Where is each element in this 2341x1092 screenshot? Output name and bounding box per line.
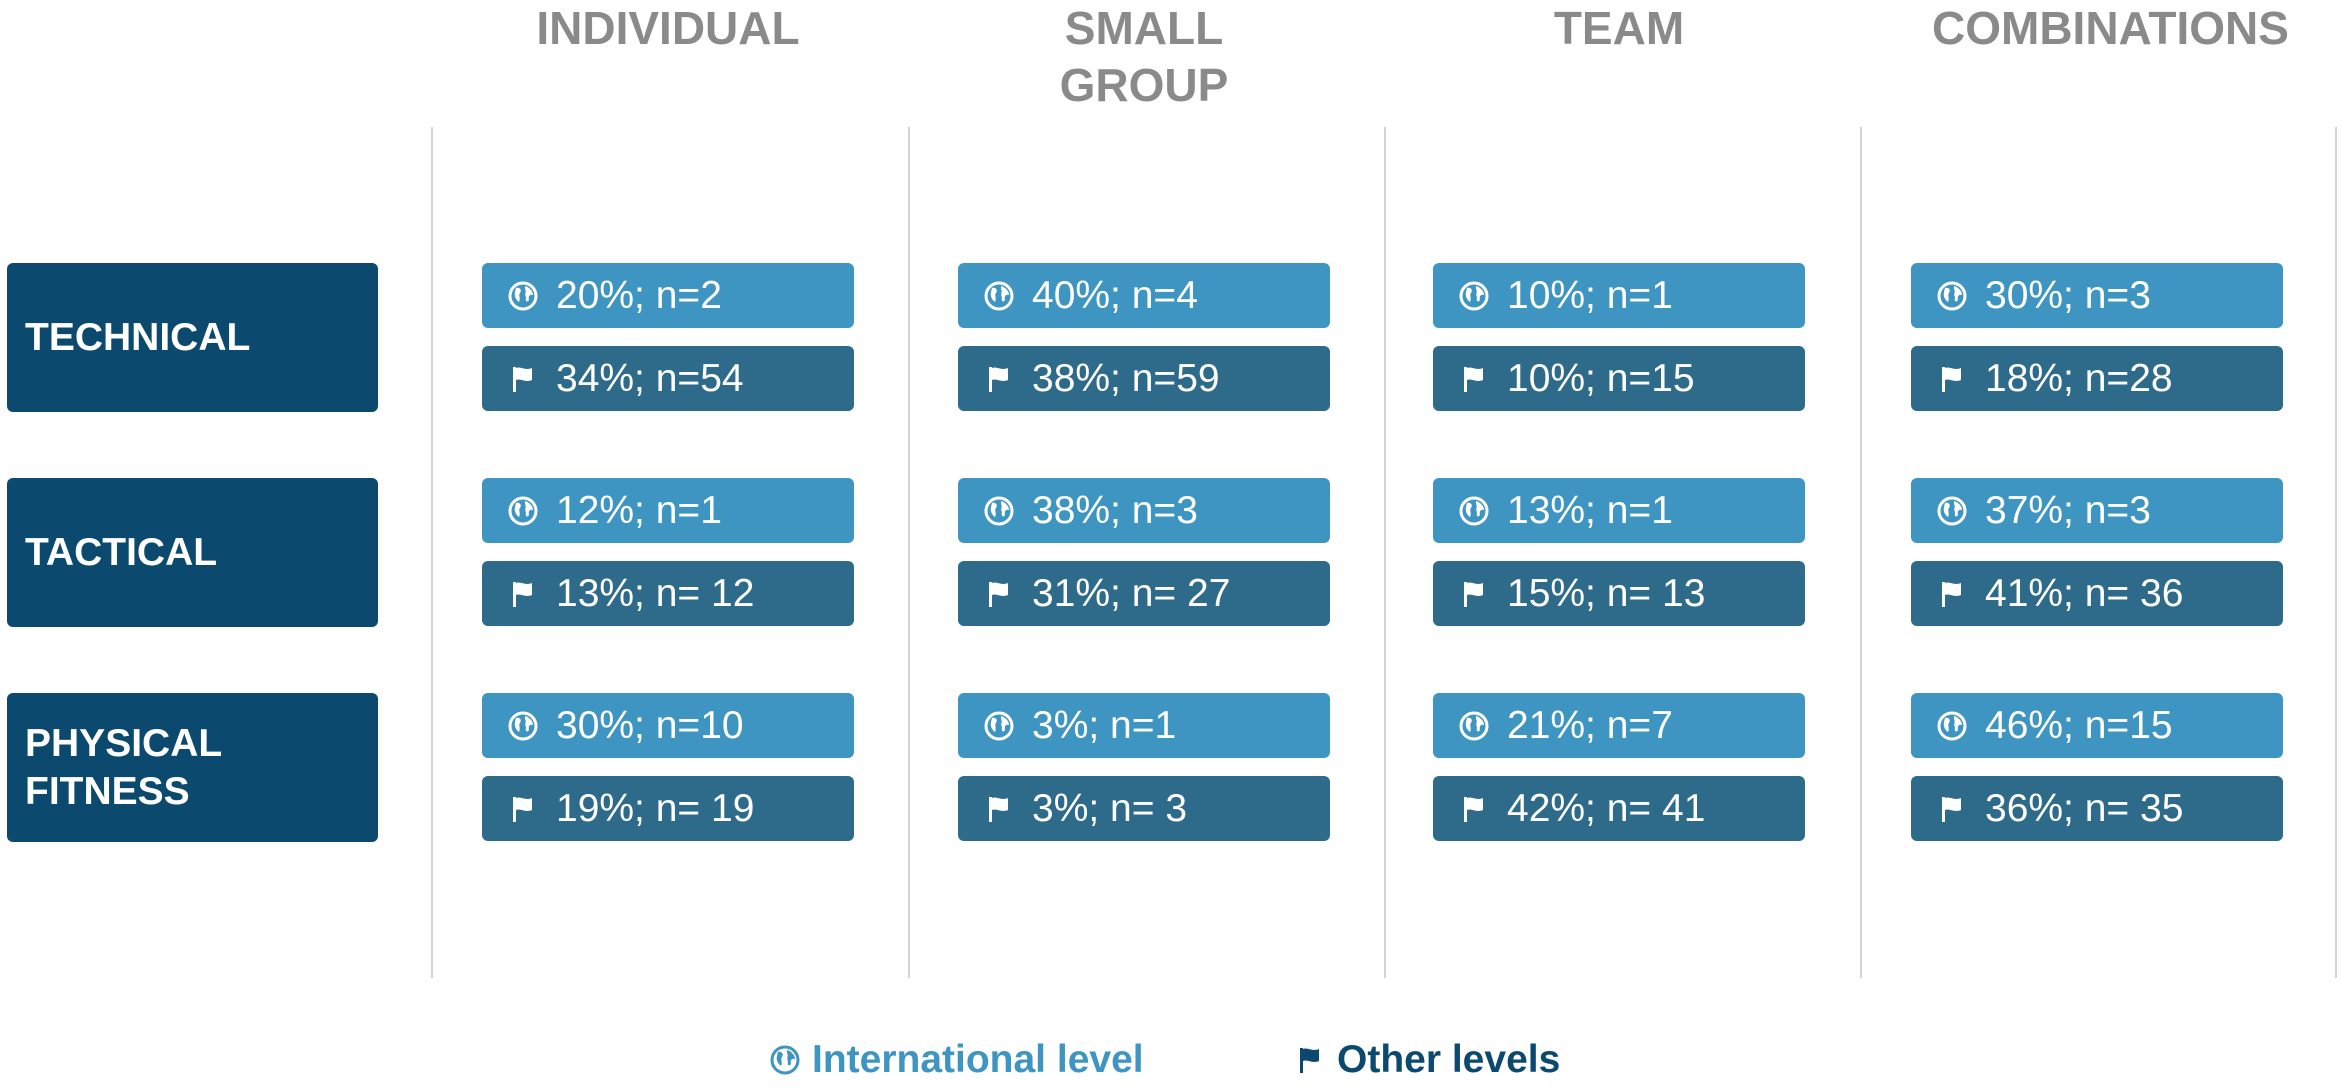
globe-icon <box>984 711 1014 740</box>
other-cell: 15%; n= 13 <box>1433 561 1805 626</box>
column-header: SMALL GROUP <box>1014 0 1274 114</box>
international-cell: 37%; n=3 <box>1911 478 2283 543</box>
text: 12%; n=1 <box>556 488 722 532</box>
other-cell: 13%; n= 12 <box>482 561 854 626</box>
other-cell: 19%; n= 19 <box>482 776 854 841</box>
text: TACTICAL <box>25 530 218 574</box>
flag-icon <box>989 366 1008 392</box>
flag-icon <box>513 796 532 822</box>
text: International level <box>812 1038 1144 1081</box>
globe-icon <box>508 496 538 525</box>
legend-international: International level <box>770 1036 1144 1084</box>
international-cell: 21%; n=7 <box>1433 693 1805 758</box>
flag-icon <box>1942 366 1961 392</box>
text: TECHNICAL <box>25 315 251 359</box>
text: 3%; n= 3 <box>1032 786 1188 830</box>
text: 13%; n= 12 <box>556 571 755 615</box>
text: PHYSICAL FITNESS <box>25 721 222 813</box>
international-cell: 20%; n=2 <box>482 263 854 328</box>
text: 10%; n=15 <box>1507 356 1695 400</box>
text: 41%; n= 36 <box>1985 571 2184 615</box>
other-cell: 41%; n= 36 <box>1911 561 2283 626</box>
text: 31%; n= 27 <box>1032 571 1231 615</box>
other-cell: 18%; n=28 <box>1911 346 2283 411</box>
international-cell: 12%; n=1 <box>482 478 854 543</box>
row-label: TACTICAL <box>7 478 378 627</box>
row-label: PHYSICAL FITNESS <box>7 693 378 842</box>
text: INDIVIDUAL <box>536 2 800 54</box>
international-cell: 30%; n=3 <box>1911 263 2283 328</box>
globe-icon <box>984 281 1014 310</box>
globe-icon <box>508 281 538 310</box>
international-cell: 38%; n=3 <box>958 478 1330 543</box>
text: 37%; n=3 <box>1985 488 2151 532</box>
text: 10%; n=1 <box>1507 273 1673 317</box>
text: 15%; n= 13 <box>1507 571 1706 615</box>
other-cell: 36%; n= 35 <box>1911 776 2283 841</box>
flag-icon <box>1300 1048 1319 1073</box>
globe-icon <box>1459 496 1489 525</box>
divider <box>908 127 910 978</box>
other-cell: 3%; n= 3 <box>958 776 1330 841</box>
text: TEAM <box>1553 2 1685 54</box>
flag-icon <box>1464 366 1483 392</box>
text: SMALL GROUP <box>1059 2 1229 111</box>
text: 21%; n=7 <box>1507 703 1673 747</box>
text: 36%; n= 35 <box>1985 786 2184 830</box>
flag-icon <box>1464 796 1483 822</box>
flag-icon <box>1942 796 1961 822</box>
divider <box>1860 127 1862 978</box>
text: 18%; n=28 <box>1985 356 2173 400</box>
column-header: INDIVIDUAL <box>503 0 833 57</box>
text: 3%; n=1 <box>1032 703 1177 747</box>
international-cell: 40%; n=4 <box>958 263 1330 328</box>
divider <box>431 127 433 978</box>
flag-icon <box>1464 581 1483 607</box>
text: 38%; n=59 <box>1032 356 1220 400</box>
row-label: TECHNICAL <box>7 263 378 412</box>
flag-icon <box>1942 581 1961 607</box>
globe-icon <box>508 711 538 740</box>
international-cell: 13%; n=1 <box>1433 478 1805 543</box>
globe-icon <box>1937 281 1967 310</box>
other-cell: 31%; n= 27 <box>958 561 1330 626</box>
text: 19%; n= 19 <box>556 786 755 830</box>
flag-icon <box>513 366 532 392</box>
flag-icon <box>513 581 532 607</box>
divider <box>2335 127 2337 978</box>
text: 30%; n=3 <box>1985 273 2151 317</box>
other-cell: 34%; n=54 <box>482 346 854 411</box>
text: 34%; n=54 <box>556 356 744 400</box>
other-cell: 42%; n= 41 <box>1433 776 1805 841</box>
international-cell: 10%; n=1 <box>1433 263 1805 328</box>
globe-icon <box>1937 496 1967 525</box>
flag-icon <box>989 796 1008 822</box>
divider <box>1384 127 1386 978</box>
international-cell: 3%; n=1 <box>958 693 1330 758</box>
flag-icon <box>989 581 1008 607</box>
text: 20%; n=2 <box>556 273 722 317</box>
text: 38%; n=3 <box>1032 488 1198 532</box>
globe-icon <box>984 496 1014 525</box>
text: 13%; n=1 <box>1507 488 1673 532</box>
international-cell: 46%; n=15 <box>1911 693 2283 758</box>
globe-icon <box>770 1045 800 1075</box>
text: 42%; n= 41 <box>1507 786 1706 830</box>
text: COMBINATIONS <box>1932 2 2289 54</box>
text: Other levels <box>1337 1038 1561 1081</box>
international-cell: 30%; n=10 <box>482 693 854 758</box>
text: 30%; n=10 <box>556 703 744 747</box>
legend-other: Other levels <box>1295 1036 1560 1084</box>
column-header: COMBINATIONS <box>1932 0 2289 57</box>
other-cell: 38%; n=59 <box>958 346 1330 411</box>
globe-icon <box>1459 281 1489 310</box>
other-cell: 10%; n=15 <box>1433 346 1805 411</box>
text: 40%; n=4 <box>1032 273 1198 317</box>
globe-icon <box>1459 711 1489 740</box>
text: 46%; n=15 <box>1985 703 2173 747</box>
globe-icon <box>1937 711 1967 740</box>
column-header: TEAM <box>1454 0 1784 57</box>
